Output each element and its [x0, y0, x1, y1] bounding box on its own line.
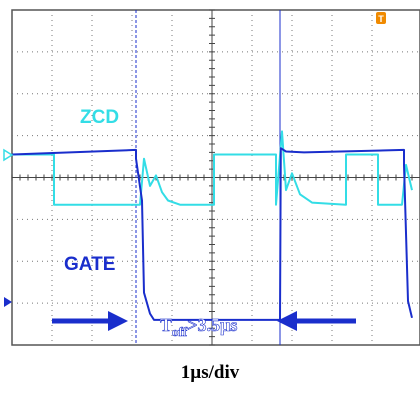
trigger-marker-icon: T [376, 12, 386, 24]
time-per-division-caption: 1µs/div [0, 362, 420, 384]
gate-label: GATE [64, 254, 115, 275]
svg-text:T: T [378, 14, 384, 24]
zcd-label: ZCD [80, 107, 119, 128]
